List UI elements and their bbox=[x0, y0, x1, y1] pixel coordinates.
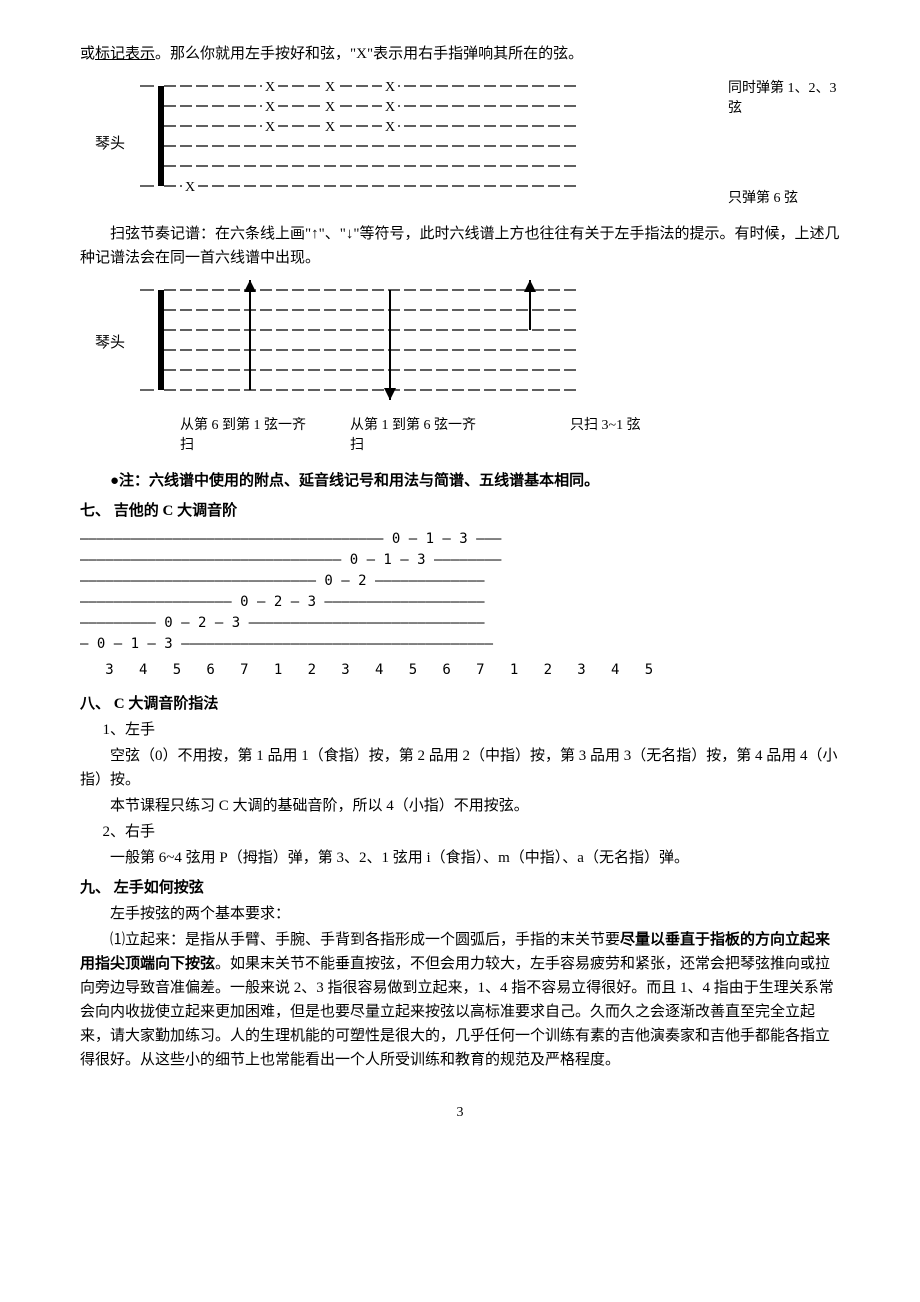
sec7-title: 七、 吉他的 C 大调音阶 bbox=[80, 499, 840, 523]
strum-labels-row: 从第 6 到第 1 弦一齐扫从第 1 到第 6 弦一齐扫 只扫 3~1 弦 bbox=[140, 416, 840, 455]
sec9-p2: ⑴立起来：是指从手臂、手腕、手背到各指形成一个圆弧后，手指的末关节要尽量以垂直于… bbox=[80, 928, 840, 1072]
svg-text:X: X bbox=[265, 100, 275, 115]
tab1-note-gap bbox=[728, 119, 840, 189]
strum-label-1: 从第 1 到第 6 弦一齐扫 bbox=[350, 416, 520, 455]
tab1-note-bottom: 只弹第 6 弦 bbox=[728, 189, 840, 209]
strum-intro: 扫弦节奏记谱：在六条线上画"↑"、"↓"等符号，此时六线谱上方也往往有关于左手指… bbox=[80, 222, 840, 270]
strum-label-line1: 从第 1 到第 6 弦一齐 bbox=[350, 416, 520, 436]
sec8-2-p1: 一般第 6~4 弦用 P（拇指）弹，第 3、2、1 弦用 i（食指）、m（中指）… bbox=[80, 846, 840, 870]
strum-label-line2: 扫 bbox=[350, 436, 520, 456]
tab2-svg bbox=[140, 278, 600, 408]
sec8-2-label: 2、右手 bbox=[80, 820, 840, 844]
svg-text:X: X bbox=[265, 80, 275, 95]
tab1-head-label: 琴头 bbox=[80, 132, 140, 156]
strum-label-2: 只扫 3~1 弦 bbox=[570, 416, 710, 455]
page-number: 3 bbox=[80, 1102, 840, 1124]
scale-numbers: 3 4 5 6 7 1 2 3 4 5 6 7 1 2 3 4 5 bbox=[80, 659, 840, 681]
tab1-side-notes: 同时弹第 1、2、3 弦 只弹第 6 弦 bbox=[720, 79, 840, 209]
sec9-p1: 左手按弦的两个基本要求： bbox=[80, 902, 840, 926]
sec8-1-p2: 本节课程只练习 C 大调的基础音阶，所以 4（小指）不用按弦。 bbox=[80, 794, 840, 818]
tab1-svg-wrap: XXXXXXXXXX bbox=[140, 74, 720, 214]
strum-label-line2: 扫 bbox=[180, 436, 350, 456]
intro-text-underline: 标记表示 bbox=[95, 46, 155, 62]
svg-text:X: X bbox=[385, 120, 395, 135]
page-root: 或标记表示。那么你就用左手按好和弦，"X"表示用右手指弹响其所在的弦。 琴头 X… bbox=[0, 0, 920, 1164]
strum-label-line1: 只扫 3~1 弦 bbox=[570, 416, 710, 436]
svg-text:X: X bbox=[325, 80, 335, 95]
svg-text:X: X bbox=[325, 100, 335, 115]
sec9-p2-lead: ⑴立起来：是指从手臂、手腕、手背到各指形成一个圆弧后，手指的末关节要 bbox=[110, 932, 620, 948]
tab1-svg: XXXXXXXXXX bbox=[140, 74, 600, 214]
sec8-1-p1: 空弦（0）不用按，第 1 品用 1（食指）按，第 2 品用 2（中指）按，第 3… bbox=[80, 744, 840, 792]
tab2-head-label: 琴头 bbox=[80, 331, 140, 355]
tab-diagram-1: 琴头 XXXXXXXXXX 同时弹第 1、2、3 弦 只弹第 6 弦 bbox=[80, 74, 840, 214]
intro-text-first: 或 bbox=[80, 46, 95, 62]
tab-diagram-2: 琴头 bbox=[80, 278, 840, 408]
intro-text-rest: 。那么你就用左手按好和弦，"X"表示用右手指弹响其所在的弦。 bbox=[155, 46, 583, 62]
tab1-note-top: 同时弹第 1、2、3 弦 bbox=[728, 79, 840, 119]
strum-label-0: 从第 6 到第 1 弦一齐扫 bbox=[180, 416, 350, 455]
sec8-1-label: 1、左手 bbox=[80, 718, 840, 742]
svg-text:X: X bbox=[385, 100, 395, 115]
svg-text:X: X bbox=[265, 120, 275, 135]
sec9-title: 九、 左手如何按弦 bbox=[80, 876, 840, 900]
sec8-title: 八、 C 大调音阶指法 bbox=[80, 692, 840, 716]
intro-line: 或标记表示。那么你就用左手按好和弦，"X"表示用右手指弹响其所在的弦。 bbox=[80, 42, 840, 66]
scale-diagram: ———————————————————————————————————— 0 —… bbox=[80, 529, 840, 655]
svg-text:X: X bbox=[185, 180, 195, 195]
svg-text:X: X bbox=[385, 80, 395, 95]
sec9-p2-tail: 。如果末关节不能垂直按弦，不但会用力较大，左手容易疲劳和紧张，还常会把琴弦推向或… bbox=[80, 956, 834, 1068]
strum-label-line1: 从第 6 到第 1 弦一齐 bbox=[180, 416, 350, 436]
note-line: ●注：六线谱中使用的附点、延音线记号和用法与简谱、五线谱基本相同。 bbox=[80, 469, 840, 493]
svg-text:X: X bbox=[325, 120, 335, 135]
tab2-svg-wrap bbox=[140, 278, 720, 408]
